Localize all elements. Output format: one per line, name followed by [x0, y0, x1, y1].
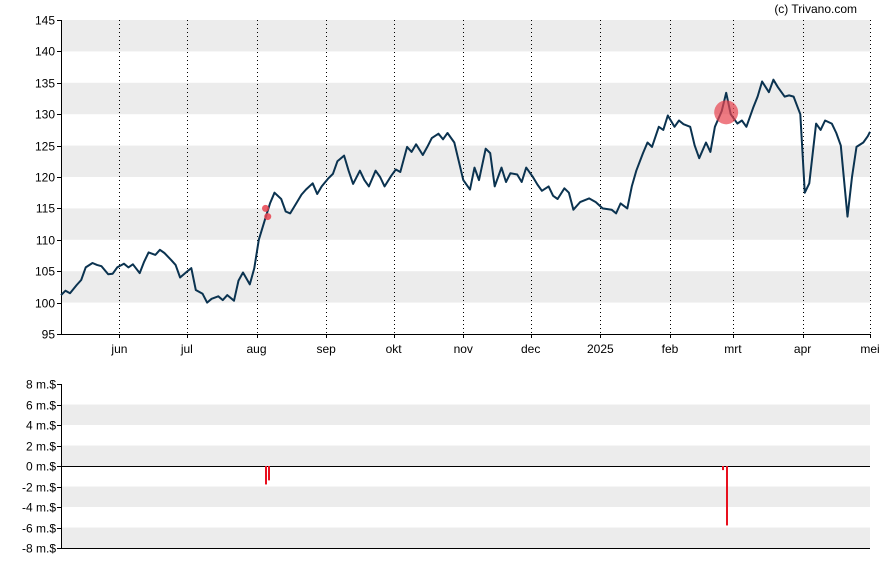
price-tick-label: 125 [35, 140, 55, 154]
volume-band [61, 527, 870, 548]
price-band [61, 20, 870, 52]
price-line [60, 78, 871, 304]
price-tick-label: 120 [35, 171, 55, 185]
insider-volume-bar [265, 466, 267, 485]
insider-volume-bar [726, 466, 728, 526]
price-tick-label: 100 [35, 297, 55, 311]
month-tick-label: dec [521, 342, 540, 356]
price-y-ticks: 95 100 105 110 115 120 125 130 135 140 145 [35, 14, 61, 342]
month-tick-label: jul [180, 342, 193, 356]
volume-tick-label: 2 m.$ [26, 440, 56, 454]
price-tick-label: 140 [35, 45, 55, 59]
price-tick-label: 105 [35, 265, 55, 279]
month-tick-label: 2025 [587, 342, 614, 356]
chart-axes [61, 20, 870, 549]
volume-tick-label: -2 m.$ [22, 481, 56, 495]
volume-band [61, 404, 870, 425]
price-band [61, 208, 870, 240]
volume-tick-label: -8 m.$ [22, 542, 56, 556]
price-tick-label: 135 [35, 77, 55, 91]
insider-volume-bar [722, 466, 724, 471]
insider-trade-marker [264, 213, 272, 221]
price-tick-label: 130 [35, 108, 55, 122]
month-tick-label: sep [316, 342, 336, 356]
month-tick-label: aug [246, 342, 266, 356]
price-band [61, 145, 870, 177]
insider-volume-bars [265, 466, 728, 526]
insider-trade-markers [261, 100, 739, 221]
month-tick-label: feb [662, 342, 679, 356]
price-series [60, 78, 871, 304]
volume-tick-label: -6 m.$ [22, 522, 56, 536]
insider-volume-bar [268, 466, 270, 481]
volume-y-ticks: 8 m.$ 6 m.$ 4 m.$ 2 m.$ 0 m.$ -2 m.$ -4 m.$ -6 … [22, 378, 61, 556]
volume-tick-label: 6 m.$ [26, 399, 56, 413]
price-tick-label: 145 [35, 14, 55, 28]
month-labels: jun jul aug sep okt nov dec 2025 feb mrt apr mei [110, 334, 880, 356]
month-tick-label: mrt [724, 342, 742, 356]
price-tick-label: 115 [36, 202, 55, 216]
month-tick-label: nov [454, 342, 473, 356]
volume-chart-bands [61, 404, 870, 548]
month-tick-label: jun [110, 342, 127, 356]
month-tick-label: okt [386, 342, 403, 356]
month-tick-label: mei [860, 342, 879, 356]
volume-tick-label: 8 m.$ [26, 378, 56, 392]
credit-label: (c) Trivano.com [774, 2, 857, 16]
volume-tick-label: -4 m.$ [22, 501, 56, 515]
price-band [61, 82, 870, 115]
insider-trade-marker [261, 204, 269, 212]
month-tick-label: apr [794, 342, 811, 356]
price-tick-label: 95 [42, 328, 56, 342]
price-tick-label: 110 [36, 234, 55, 248]
volume-tick-label: 0 m.$ [26, 460, 56, 474]
price-chart-bands [61, 20, 870, 303]
volume-band [61, 445, 870, 466]
volume-band [61, 486, 870, 507]
insider-trade-marker [714, 100, 739, 125]
volume-tick-label: 4 m.$ [26, 419, 56, 433]
